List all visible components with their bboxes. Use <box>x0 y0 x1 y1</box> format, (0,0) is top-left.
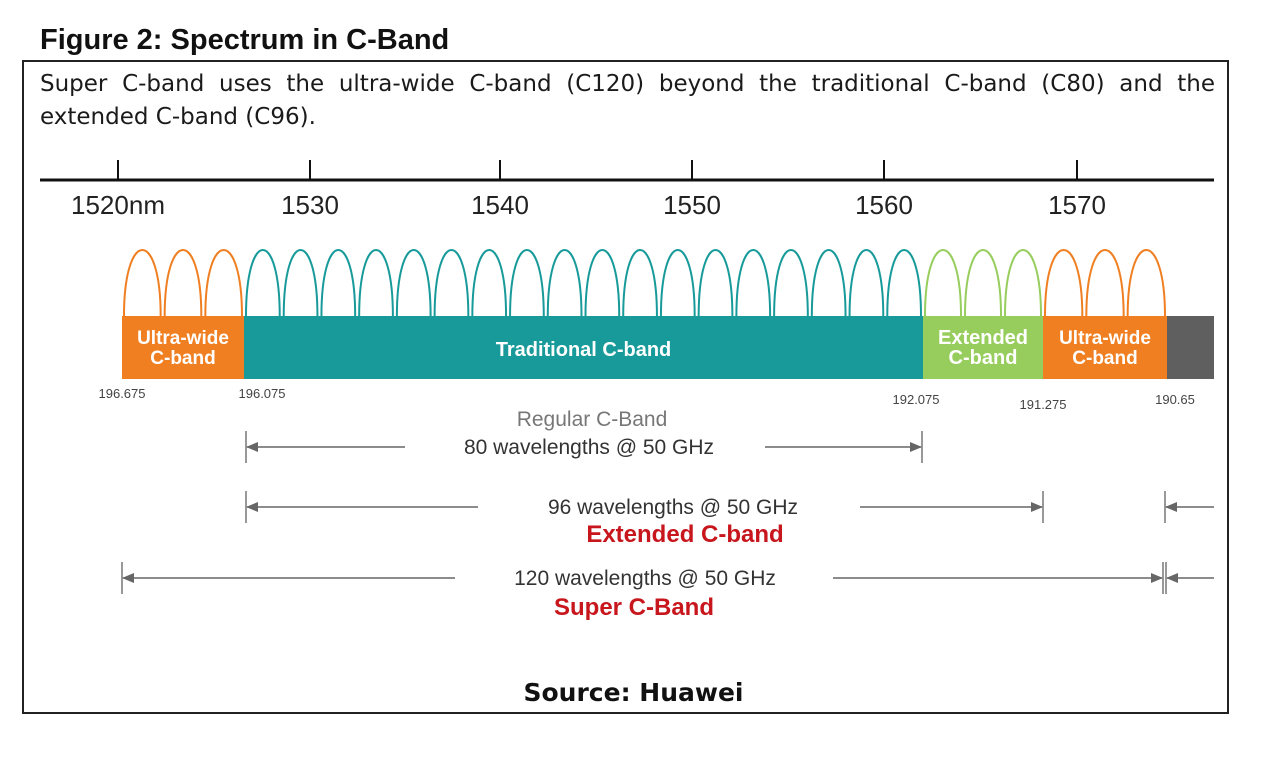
channel-arc <box>697 249 734 317</box>
band-label: Traditional C-band <box>496 339 672 361</box>
channel-arc <box>320 249 357 317</box>
channel-arc <box>163 249 203 317</box>
band-label: Ultra-wide <box>137 328 229 349</box>
channel-arc <box>123 249 162 317</box>
channel-arc <box>509 249 545 317</box>
span-80-label: 80 wavelengths @ 50 GHz <box>464 436 714 459</box>
span-120-title: Super C-Band <box>554 594 714 621</box>
channel-arc <box>735 249 772 317</box>
channel-arc <box>924 249 962 317</box>
figure-caption: Super C-band uses the ultra-wide C-band … <box>40 71 1215 130</box>
channel-arc <box>282 249 319 317</box>
channel-arc <box>659 249 696 317</box>
wavelength-tick-label: 1540 <box>471 190 529 220</box>
band-guard <box>1167 316 1214 379</box>
frequency-label: 190.65 <box>1155 392 1195 407</box>
source-credit: Source: Huawei <box>523 678 744 707</box>
channel-arc <box>810 249 847 317</box>
channel-arc <box>204 249 243 317</box>
band-label: Extended <box>938 327 1028 349</box>
channel-arc <box>1085 249 1125 317</box>
frequency-label: 191.275 <box>1020 397 1067 412</box>
frequency-label: 192.075 <box>893 392 940 407</box>
wavelength-tick-label: 1550 <box>663 190 721 220</box>
channel-arc <box>546 249 583 317</box>
channel-arc <box>245 249 281 317</box>
channel-arc <box>886 249 922 317</box>
span-80-heading: Regular C-Band <box>517 408 668 431</box>
span-96-label: 96 wavelengths @ 50 GHz <box>548 496 798 519</box>
wavelength-tick-label: 1560 <box>855 190 913 220</box>
channel-arc <box>1126 249 1166 317</box>
channel-arc <box>848 249 885 317</box>
figure-frame <box>22 60 1229 714</box>
channel-arc <box>773 249 809 317</box>
wavelength-tick-label: 1570 <box>1048 190 1106 220</box>
span-120-label: 120 wavelengths @ 50 GHz <box>514 567 776 590</box>
wavelength-tick-label: 1530 <box>281 190 339 220</box>
channel-arc <box>358 249 394 317</box>
channel-arc <box>964 249 1002 317</box>
frequency-label: 196.675 <box>99 386 146 401</box>
figure-title: Figure 2: Spectrum in C-Band <box>40 24 450 56</box>
band-traditional <box>244 316 923 379</box>
span-96-title: Extended C-band <box>586 521 783 548</box>
channel-arc <box>433 249 470 317</box>
channel-arc <box>395 249 432 317</box>
band-label: C-band <box>150 348 215 369</box>
channel-arc <box>1044 249 1084 317</box>
band-label: C-band <box>1072 348 1137 369</box>
channel-arc <box>622 249 658 317</box>
wavelength-tick-label: 1520nm <box>71 190 165 220</box>
band-extended <box>923 316 1043 379</box>
band-label: Ultra-wide <box>1059 328 1151 349</box>
channel-arc <box>584 249 621 317</box>
band-label: C-band <box>949 347 1018 369</box>
band-ultra-wide-left <box>122 316 244 379</box>
channel-arc <box>1004 249 1042 317</box>
channel-arc <box>471 249 508 317</box>
frequency-label: 196.075 <box>239 386 286 401</box>
band-ultra-wide-right <box>1043 316 1167 379</box>
